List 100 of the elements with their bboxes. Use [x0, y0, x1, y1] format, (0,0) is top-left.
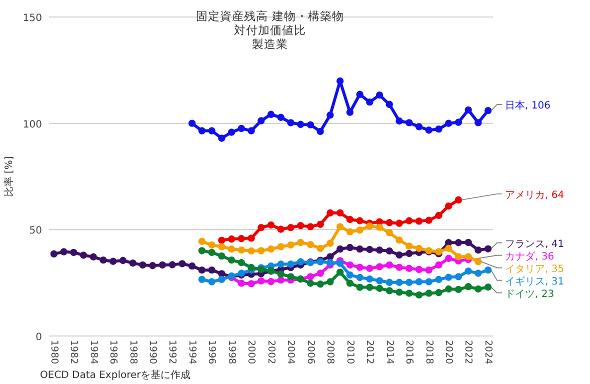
x-tick-label: 2014	[384, 340, 395, 364]
x-tick-label: 2008	[324, 340, 336, 364]
point	[445, 244, 452, 252]
point	[267, 278, 275, 286]
x-tick-label: 2022	[462, 340, 474, 364]
point	[238, 259, 245, 266]
x-tick-label: 1992	[166, 340, 178, 364]
text: OECD Data Explorerを基に作成	[40, 369, 191, 381]
point	[445, 120, 452, 127]
point	[149, 262, 156, 270]
point	[326, 111, 334, 119]
point	[258, 277, 265, 285]
point	[435, 125, 442, 133]
point	[248, 127, 255, 134]
point	[208, 266, 216, 274]
point	[238, 246, 245, 254]
point	[316, 280, 324, 288]
point	[228, 235, 236, 243]
point	[396, 220, 403, 227]
point	[435, 276, 442, 284]
x-tick-label: 1994	[186, 340, 198, 364]
point	[396, 278, 403, 286]
point	[218, 252, 226, 260]
point	[406, 278, 413, 286]
point	[316, 128, 324, 136]
point	[248, 280, 255, 288]
point	[454, 196, 462, 204]
point	[228, 245, 236, 253]
point	[445, 202, 452, 210]
point	[316, 220, 324, 228]
point	[336, 245, 344, 253]
data-label: 日本, 106	[505, 100, 550, 112]
x-tick-label: 1982	[68, 340, 80, 364]
point	[287, 241, 294, 249]
point	[248, 234, 255, 242]
x-tick-label: 2010	[344, 340, 356, 364]
point	[484, 283, 492, 291]
point	[435, 212, 442, 220]
point	[60, 248, 68, 256]
point	[435, 261, 442, 269]
point	[366, 264, 374, 272]
point	[277, 226, 284, 233]
point	[425, 278, 432, 286]
point	[366, 284, 374, 291]
point	[415, 266, 423, 274]
point	[258, 247, 265, 254]
point	[198, 238, 206, 245]
point	[415, 218, 423, 225]
point	[129, 259, 136, 267]
point	[287, 273, 294, 280]
point	[168, 261, 176, 268]
x-tick-label: 2000	[246, 340, 257, 364]
point	[396, 236, 403, 244]
point	[376, 284, 384, 292]
chart-title: 固定資産残高 建物・構築物	[196, 9, 344, 23]
point	[376, 277, 384, 284]
point	[356, 245, 364, 253]
point	[218, 134, 226, 142]
point	[346, 261, 354, 269]
point	[474, 270, 482, 277]
point	[464, 268, 472, 275]
point	[277, 114, 284, 121]
point	[287, 260, 294, 268]
point	[70, 248, 78, 256]
point	[406, 290, 413, 297]
x-tick-label: 2002	[265, 340, 276, 364]
data-label: ドイツ, 23	[505, 288, 554, 300]
x-tick-label: 2012	[364, 340, 376, 364]
point	[277, 270, 284, 278]
x-tick-label: 2016	[404, 340, 415, 364]
point	[158, 261, 166, 269]
point	[386, 278, 393, 286]
point	[425, 266, 432, 274]
point	[326, 209, 334, 216]
x-tick-label: 2006	[304, 340, 316, 364]
point	[50, 250, 58, 258]
point	[208, 278, 216, 286]
point	[336, 77, 344, 85]
point	[277, 276, 284, 284]
point	[306, 121, 314, 128]
point	[376, 91, 384, 99]
point	[445, 285, 452, 293]
point	[356, 274, 364, 282]
data-label: イタリア, 35	[505, 264, 564, 275]
point	[326, 240, 334, 247]
point	[474, 258, 482, 266]
point	[346, 271, 354, 279]
point	[464, 253, 472, 260]
point	[346, 228, 354, 236]
x-tick-label: 1986	[108, 340, 119, 364]
point	[376, 263, 384, 270]
point	[306, 280, 314, 287]
point	[277, 243, 284, 250]
point	[386, 247, 393, 255]
point	[484, 245, 492, 252]
x-tick-label: 1998	[226, 340, 237, 364]
data-label: カナダ, 36	[505, 250, 554, 262]
point	[238, 124, 245, 132]
point	[366, 98, 374, 106]
point	[90, 253, 97, 260]
